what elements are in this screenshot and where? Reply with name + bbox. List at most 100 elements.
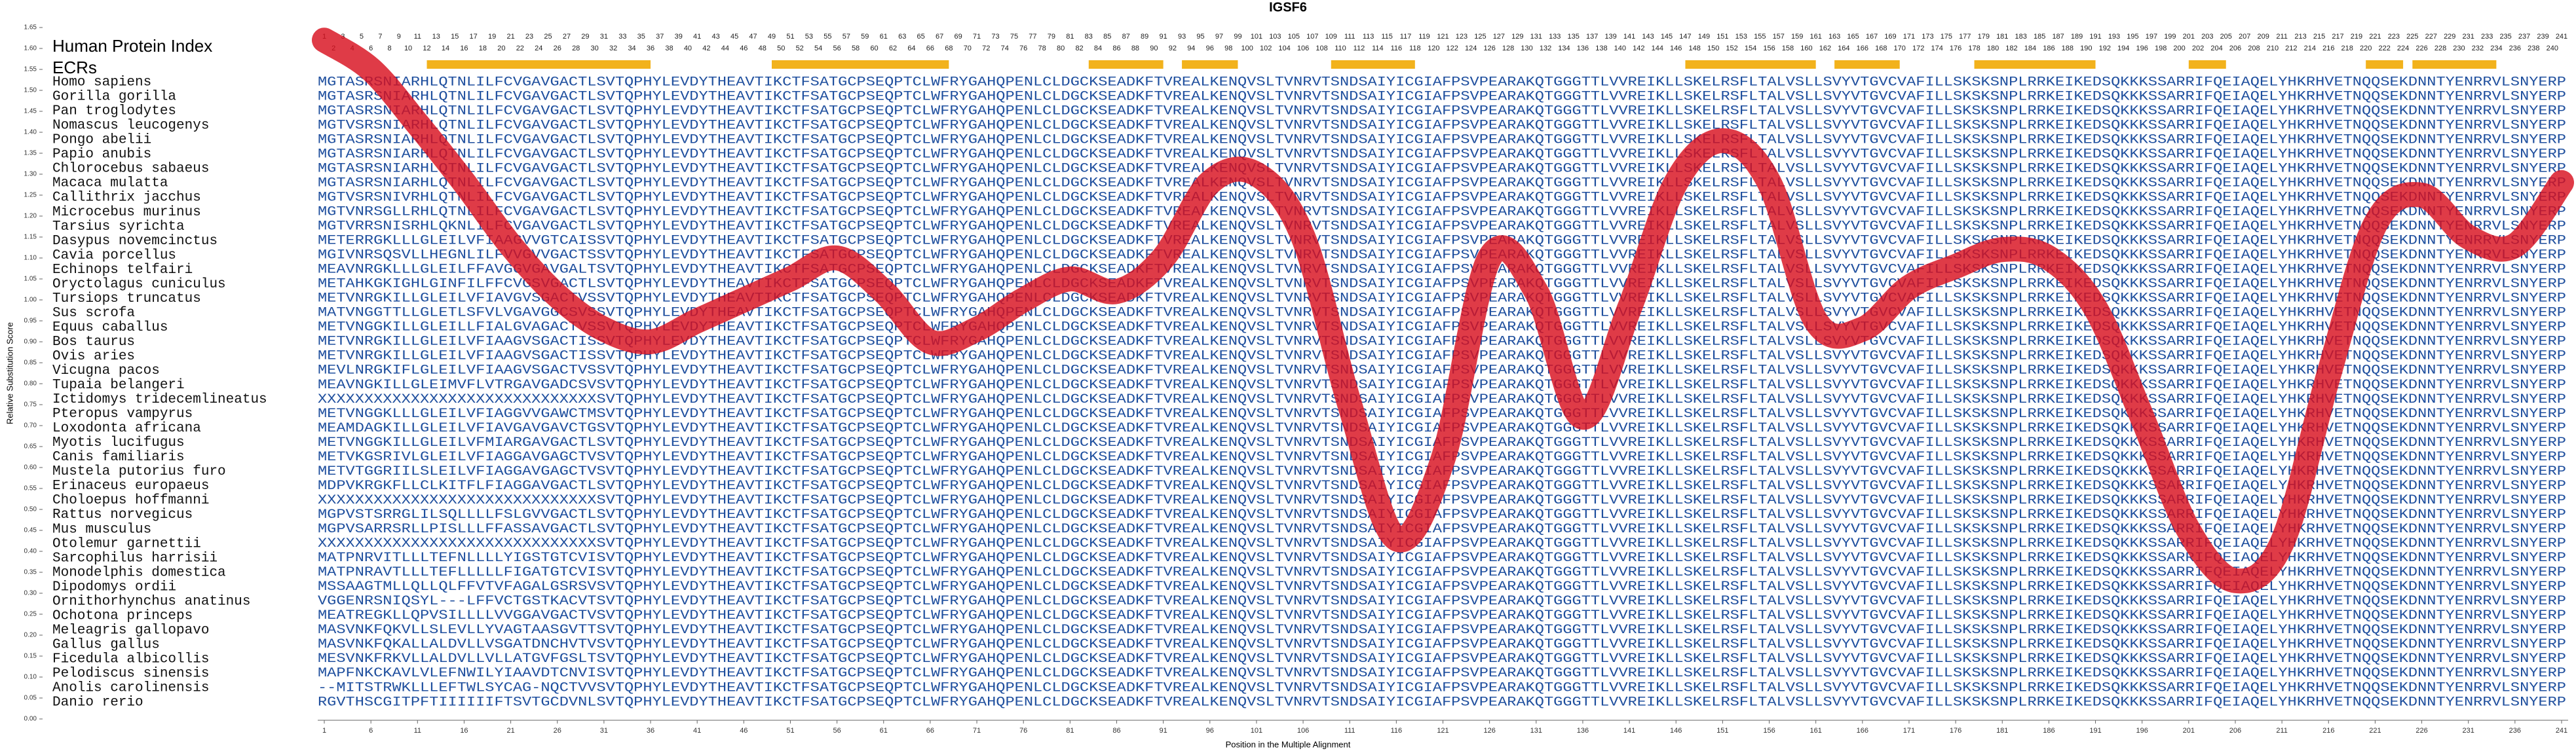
- x-tick-label: 196: [2136, 727, 2148, 735]
- y-tick-label: 0.95: [24, 318, 37, 325]
- position-number: 235: [2499, 33, 2511, 41]
- sequence: MGTASRSNIARHLQTNLILFCVGAVGACTLSVTQPHYLEV…: [318, 103, 2566, 119]
- position-number: 168: [1875, 45, 1887, 52]
- ecr-label: ECRs: [52, 58, 97, 77]
- position-number: 11: [414, 33, 421, 41]
- position-number: 47: [749, 33, 757, 41]
- position-number: 37: [656, 33, 664, 41]
- x-tick-label: 136: [1577, 727, 1589, 735]
- species-name: Papio anubis: [52, 147, 151, 162]
- position-number: 226: [2415, 45, 2427, 52]
- species-name: Pteropus vampyrus: [52, 407, 193, 422]
- position-number: 138: [1595, 45, 1607, 52]
- x-tick-label: 226: [2415, 727, 2427, 735]
- position-number: 217: [2332, 33, 2343, 41]
- x-axis-label: Position in the Multiple Alignment: [1226, 739, 1351, 749]
- y-tick-label: 0.45: [24, 527, 37, 534]
- y-tick-label: 0.60: [24, 464, 37, 471]
- x-tick-label: 211: [2276, 727, 2288, 735]
- position-number: 166: [1857, 45, 1868, 52]
- position-number: 65: [917, 33, 925, 41]
- position-number: 189: [2071, 33, 2083, 41]
- position-number: 143: [1642, 33, 1654, 41]
- position-number: 106: [1297, 45, 1309, 52]
- position-number: 173: [1922, 33, 1933, 41]
- position-number: 34: [628, 45, 635, 52]
- position-number: 111: [1344, 33, 1355, 41]
- position-number: 87: [1122, 33, 1130, 41]
- position-number: 113: [1363, 33, 1374, 41]
- position-number: 241: [2556, 33, 2567, 41]
- position-number: 164: [1838, 45, 1849, 52]
- position-number: 9: [397, 33, 401, 41]
- x-tick-label: 141: [1623, 727, 1635, 735]
- position-number: 182: [2005, 45, 2017, 52]
- position-number: 54: [814, 45, 822, 52]
- position-number: 136: [1577, 45, 1589, 52]
- position-number: 232: [2472, 45, 2484, 52]
- position-number: 230: [2453, 45, 2465, 52]
- position-number: 56: [833, 45, 841, 52]
- position-number: 207: [2239, 33, 2250, 41]
- position-number: 144: [1652, 45, 1663, 52]
- position-number: 194: [2117, 45, 2129, 52]
- x-tick-label: 46: [740, 727, 748, 735]
- position-number: 176: [1950, 45, 1961, 52]
- ecr-bar: [426, 60, 651, 69]
- position-number: 193: [2108, 33, 2120, 41]
- position-number: 192: [2099, 45, 2111, 52]
- position-number: 79: [1048, 33, 1055, 41]
- sequence: --MITSTRWKLLLEFTWLSYCAG-NQCTVVSVTQPHYLEV…: [318, 680, 2566, 695]
- y-tick-label: 0.00: [24, 716, 37, 723]
- position-number: 208: [2248, 45, 2260, 52]
- position-number: 206: [2229, 45, 2241, 52]
- position-number: 228: [2434, 45, 2446, 52]
- sequence: MATVNGGTTLLGLETLSFVLVGAVGGCSVSSVTQPHYLEV…: [318, 306, 2566, 321]
- position-number: 172: [1912, 45, 1924, 52]
- y-tick-label: 0.05: [24, 695, 37, 702]
- x-tick-label: 166: [1857, 727, 1868, 735]
- sequence: MSSAAGTMLLQLLQLFFVTVFAGALGSRSVSVTQPHYLEV…: [318, 579, 2566, 595]
- position-number: 131: [1530, 33, 1542, 41]
- position-number: 28: [572, 45, 580, 52]
- x-tick-label: 16: [460, 727, 468, 735]
- position-number: 74: [1001, 45, 1009, 52]
- species-name: Otolemur garnettii: [52, 536, 201, 551]
- position-number: 24: [535, 45, 542, 52]
- position-number: 130: [1521, 45, 1532, 52]
- x-tick-label: 111: [1344, 727, 1355, 735]
- position-number: 59: [861, 33, 869, 41]
- species-name: Equus caballus: [52, 320, 168, 335]
- x-tick-label: 21: [506, 727, 514, 735]
- position-number: 132: [1540, 45, 1551, 52]
- y-tick-label: 1.40: [24, 129, 37, 136]
- position-number: 181: [1996, 33, 2008, 41]
- species-name: Ictidomys tridecemlineatus: [52, 392, 267, 407]
- position-number: 75: [1010, 33, 1018, 41]
- y-tick-label: 0.40: [24, 548, 37, 555]
- sequence: MGPVSARRSRLLPISLLLFFASSAVGACTLSVTQPHYLEV…: [318, 522, 2566, 537]
- x-tick-label: 151: [1716, 727, 1728, 735]
- species-name: Gorilla gorilla: [52, 90, 176, 105]
- position-number: 66: [926, 45, 934, 52]
- position-number: 139: [1604, 33, 1616, 41]
- position-number: 149: [1698, 33, 1710, 41]
- position-number: 83: [1085, 33, 1093, 41]
- position-number: 44: [721, 45, 729, 52]
- position-number: 145: [1661, 33, 1673, 41]
- position-number: 100: [1241, 45, 1253, 52]
- sequence: MEATREGKLLQPVSILLLLVVGGAVGACTVSVTQPHYLEV…: [318, 608, 2566, 623]
- position-number: 29: [581, 33, 589, 41]
- position-number: 109: [1325, 33, 1337, 41]
- sequence: MGTVNRSGLLRHLQTNLILFCVGAVGACTLSVTQPHYLEV…: [318, 204, 2566, 219]
- x-tick-label: 36: [647, 727, 654, 735]
- x-tick-label: 101: [1251, 727, 1262, 735]
- position-number: 22: [516, 45, 524, 52]
- position-number: 197: [2146, 33, 2157, 41]
- position-number: 154: [1745, 45, 1756, 52]
- x-tick-label: 66: [926, 727, 934, 735]
- position-number: 212: [2285, 45, 2297, 52]
- position-number: 238: [2528, 45, 2539, 52]
- ecr-bar: [2188, 60, 2226, 69]
- sequence: MGIVNRSQSVLLHEGNLILFVVGVVGACTSSVTQPHYLEV…: [318, 248, 2566, 263]
